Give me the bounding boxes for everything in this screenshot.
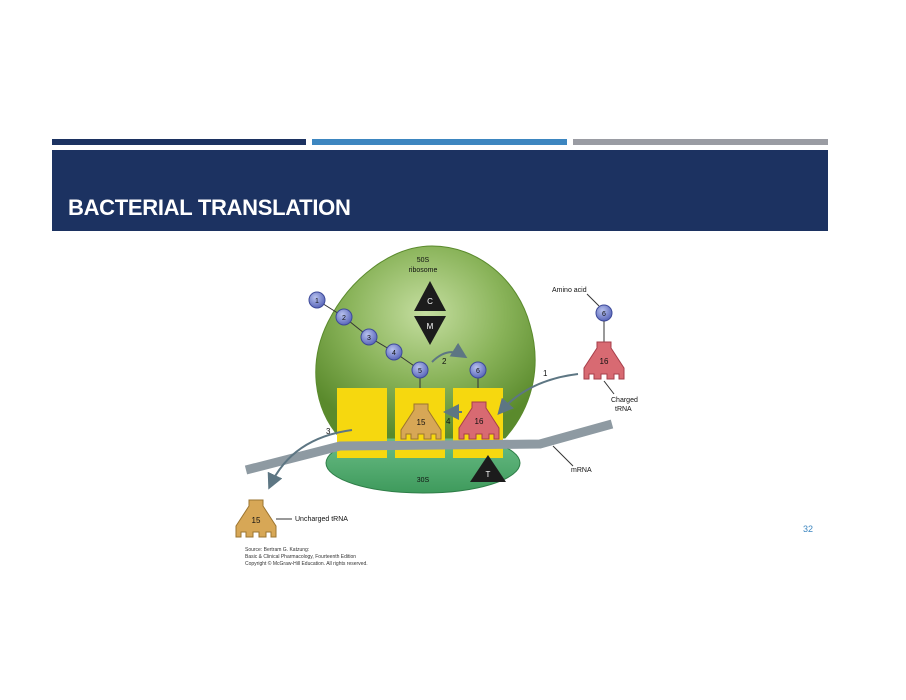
site-c-triangle xyxy=(414,281,446,311)
label-50s-line1: 50S xyxy=(417,257,430,264)
uncharged-trna-15 xyxy=(235,499,277,538)
amino-acid-2: 2 xyxy=(335,308,353,326)
trna-a-site-16 xyxy=(458,401,500,440)
label-30s: 30S xyxy=(417,477,430,484)
charged-trna-leader xyxy=(603,380,615,395)
charged-trna-label-2: tRNA xyxy=(615,406,632,413)
uncharged-trna-number: 15 xyxy=(252,516,261,525)
trna-p-site-label: 15 xyxy=(417,418,426,427)
svg-text:5: 5 xyxy=(418,368,422,375)
header-stripe-gray xyxy=(573,139,828,145)
step-1-arrow xyxy=(497,373,579,416)
site-m-label: M xyxy=(427,322,434,331)
step-3-label: 3 xyxy=(326,427,331,436)
svg-text:6: 6 xyxy=(602,311,606,318)
svg-text:2: 2 xyxy=(342,315,346,322)
trna-p-site-15 xyxy=(400,403,442,440)
step-2-label: 2 xyxy=(442,357,447,366)
site-m-triangle xyxy=(414,316,446,345)
header-stripe-navy xyxy=(52,139,306,145)
free-amino-acid-6: 6 xyxy=(595,304,613,322)
amino-acid-5: 5 xyxy=(411,361,429,379)
label-50s-line2: ribosome xyxy=(409,267,438,274)
amino-acid-6-a-site: 6 xyxy=(469,361,487,379)
mrna-leader xyxy=(552,445,574,467)
charged-trna-16 xyxy=(583,341,625,380)
title-banner: BACTERIAL TRANSLATION xyxy=(52,150,828,231)
step-1-label: 1 xyxy=(543,369,548,378)
slide-title: BACTERIAL TRANSLATION xyxy=(68,195,351,220)
site-c-label: C xyxy=(427,297,433,306)
svg-text:4: 4 xyxy=(392,350,396,357)
amino-acid-leader xyxy=(586,293,600,307)
step-2-arrow xyxy=(431,342,468,363)
svg-text:3: 3 xyxy=(367,335,371,342)
charged-trna-number: 16 xyxy=(600,357,609,366)
source-line-3: Copyright © McGraw-Hill Education. All r… xyxy=(245,560,368,567)
amino-acid-4: 4 xyxy=(385,343,403,361)
slide-number: 32 xyxy=(803,524,814,534)
source-line-2: Basic & Clinical Pharmacology, Fourteent… xyxy=(245,554,356,560)
step-3-arrow xyxy=(267,429,353,490)
amino-acid-label: Amino acid xyxy=(552,287,587,294)
trna-a-site-label: 16 xyxy=(475,417,484,426)
step-4-label: 4 xyxy=(446,417,451,426)
mrna-label: mRNA xyxy=(571,467,592,474)
amino-acid-1: 1 xyxy=(308,291,326,309)
charged-trna-label-1: Charged xyxy=(611,397,638,404)
uncharged-trna-label: Uncharged tRNA xyxy=(295,516,348,523)
svg-text:6: 6 xyxy=(476,368,480,375)
header-stripe-blue xyxy=(312,139,567,145)
site-t-label: T xyxy=(486,470,491,479)
amino-acid-3: 3 xyxy=(360,328,378,346)
svg-text:1: 1 xyxy=(315,298,319,305)
site-t-triangle xyxy=(470,455,506,482)
source-line-1: Source: Bertram G. Katzung: xyxy=(245,547,309,553)
mrna-strand xyxy=(244,419,614,475)
